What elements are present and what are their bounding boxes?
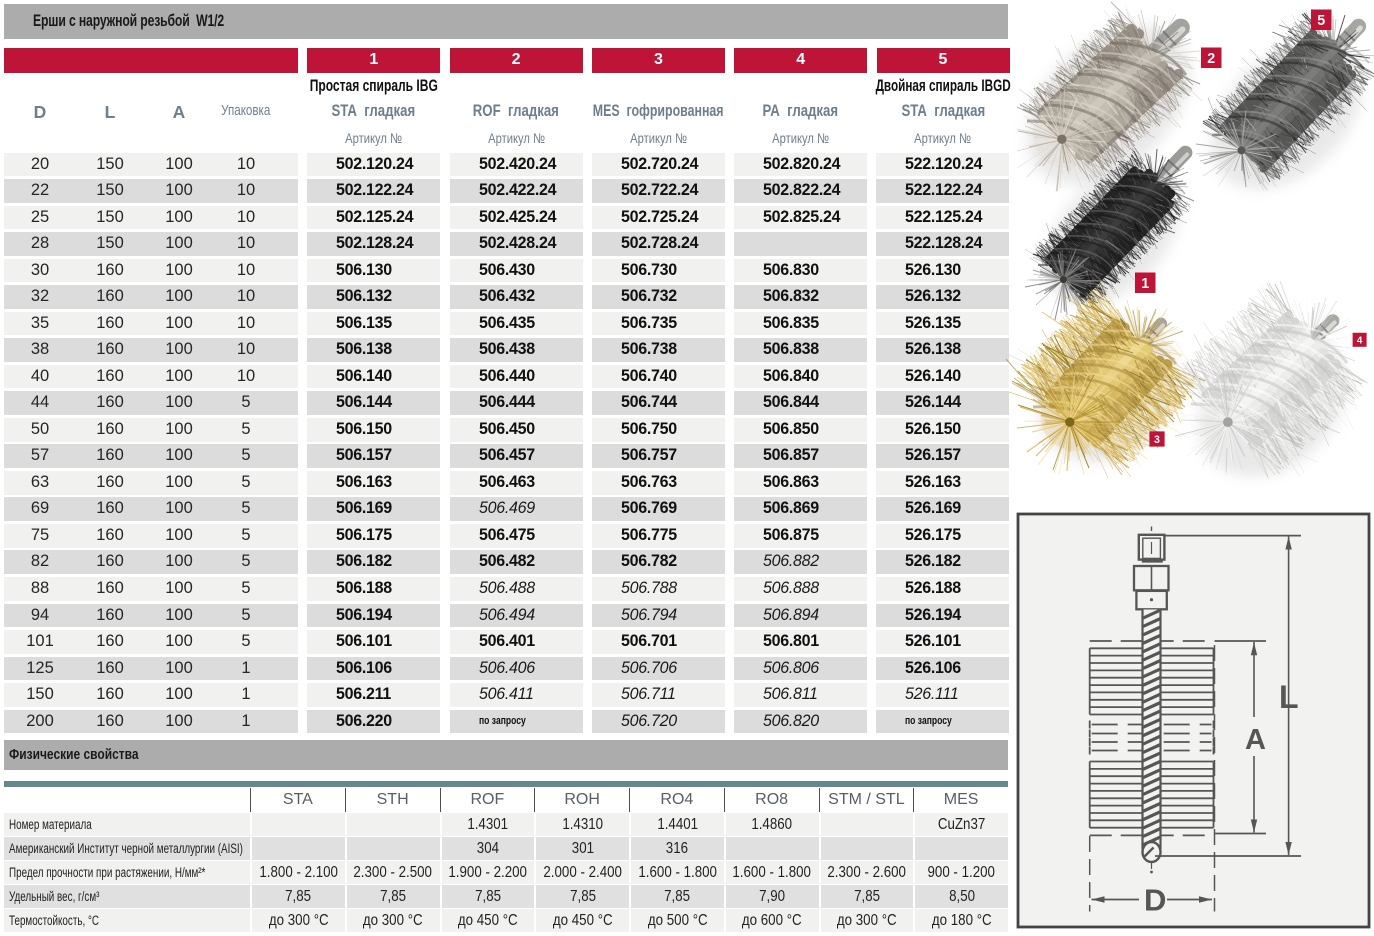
svg-text:L: L	[1279, 679, 1299, 715]
svg-text:2: 2	[1207, 51, 1215, 67]
svg-text:1: 1	[1141, 276, 1149, 292]
svg-text:5: 5	[1317, 13, 1325, 29]
svg-text:D: D	[1144, 883, 1166, 918]
svg-text:4: 4	[1357, 335, 1363, 346]
svg-text:A: A	[1245, 724, 1266, 756]
svg-text:3: 3	[1154, 434, 1160, 446]
